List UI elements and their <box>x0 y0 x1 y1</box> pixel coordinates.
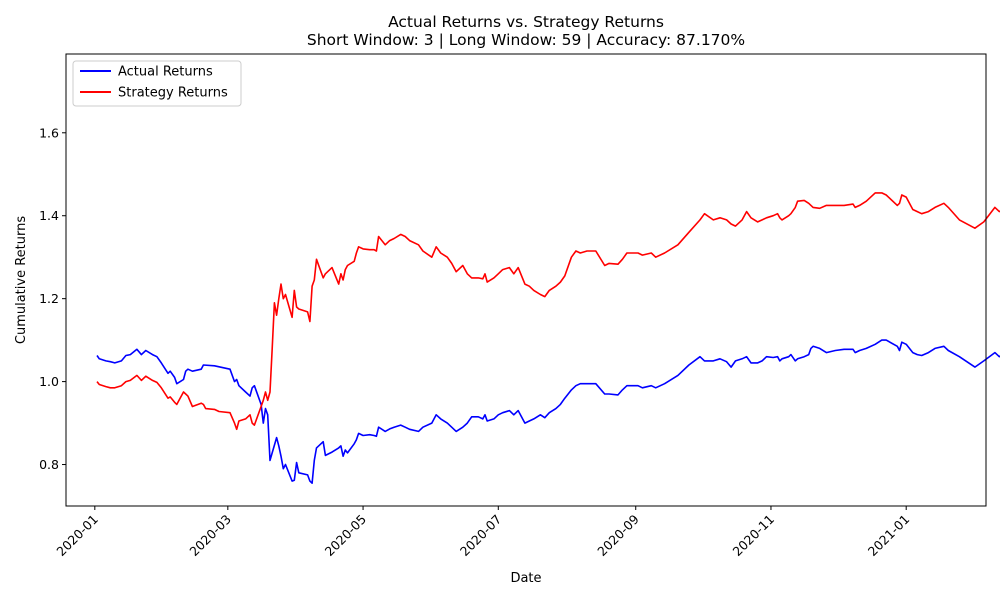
legend: Actual Returns Strategy Returns <box>72 60 242 107</box>
x-axis: 2020-01 2020-03 2020-05 2020-07 2020-09 2020-… <box>53 506 912 559</box>
y-tick-label: 1.0 <box>39 374 59 389</box>
x-tick-label: 2020-03 <box>186 512 234 560</box>
x-tick-label: 2020-09 <box>594 511 642 559</box>
series-line-0 <box>96 339 1000 484</box>
y-axis: 0.8 1.0 1.2 1.4 1.6 <box>39 125 66 472</box>
chart-subtitle: Short Window: 3 | Long Window: 59 | Accu… <box>307 31 745 49</box>
y-tick-label: 1.4 <box>39 208 59 223</box>
plot-area <box>65 53 1000 507</box>
legend-box <box>72 60 242 107</box>
plot-frame <box>65 53 987 507</box>
y-tick-label: 1.2 <box>39 291 59 306</box>
x-axis-label: Date <box>510 571 541 586</box>
x-tick-label: 2021-01 <box>865 512 913 560</box>
x-tick-label: 2020-11 <box>730 512 778 560</box>
chart-title: Actual Returns vs. Strategy Returns <box>388 13 664 31</box>
legend-label-strategy: Strategy Returns <box>118 86 228 101</box>
x-tick-label: 2020-07 <box>457 512 505 560</box>
series-line-1 <box>96 192 1000 431</box>
legend-label-actual: Actual Returns <box>118 65 213 80</box>
series-layer <box>96 192 1000 484</box>
y-axis-label: Cumulative Returns <box>14 216 29 344</box>
x-tick-label: 2020-05 <box>322 512 370 560</box>
y-tick-label: 1.6 <box>39 125 59 140</box>
x-tick-label: 2020-01 <box>53 512 101 560</box>
y-tick-label: 0.8 <box>39 457 59 472</box>
